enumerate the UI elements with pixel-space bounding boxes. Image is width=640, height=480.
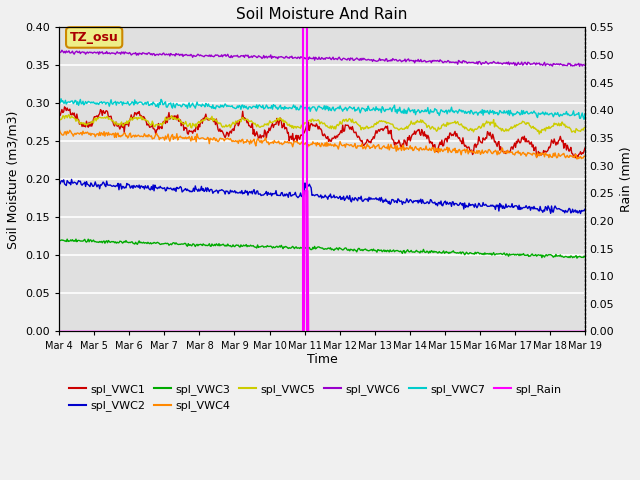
Text: TZ_osu: TZ_osu: [70, 31, 118, 44]
Title: Soil Moisture And Rain: Soil Moisture And Rain: [236, 7, 408, 22]
Y-axis label: Soil Moisture (m3/m3): Soil Moisture (m3/m3): [7, 110, 20, 249]
Y-axis label: Rain (mm): Rain (mm): [620, 146, 633, 212]
X-axis label: Time: Time: [307, 353, 337, 366]
Legend: spl_VWC1, spl_VWC2, spl_VWC3, spl_VWC4, spl_VWC5, spl_VWC6, spl_VWC7, spl_Rain: spl_VWC1, spl_VWC2, spl_VWC3, spl_VWC4, …: [65, 380, 566, 416]
